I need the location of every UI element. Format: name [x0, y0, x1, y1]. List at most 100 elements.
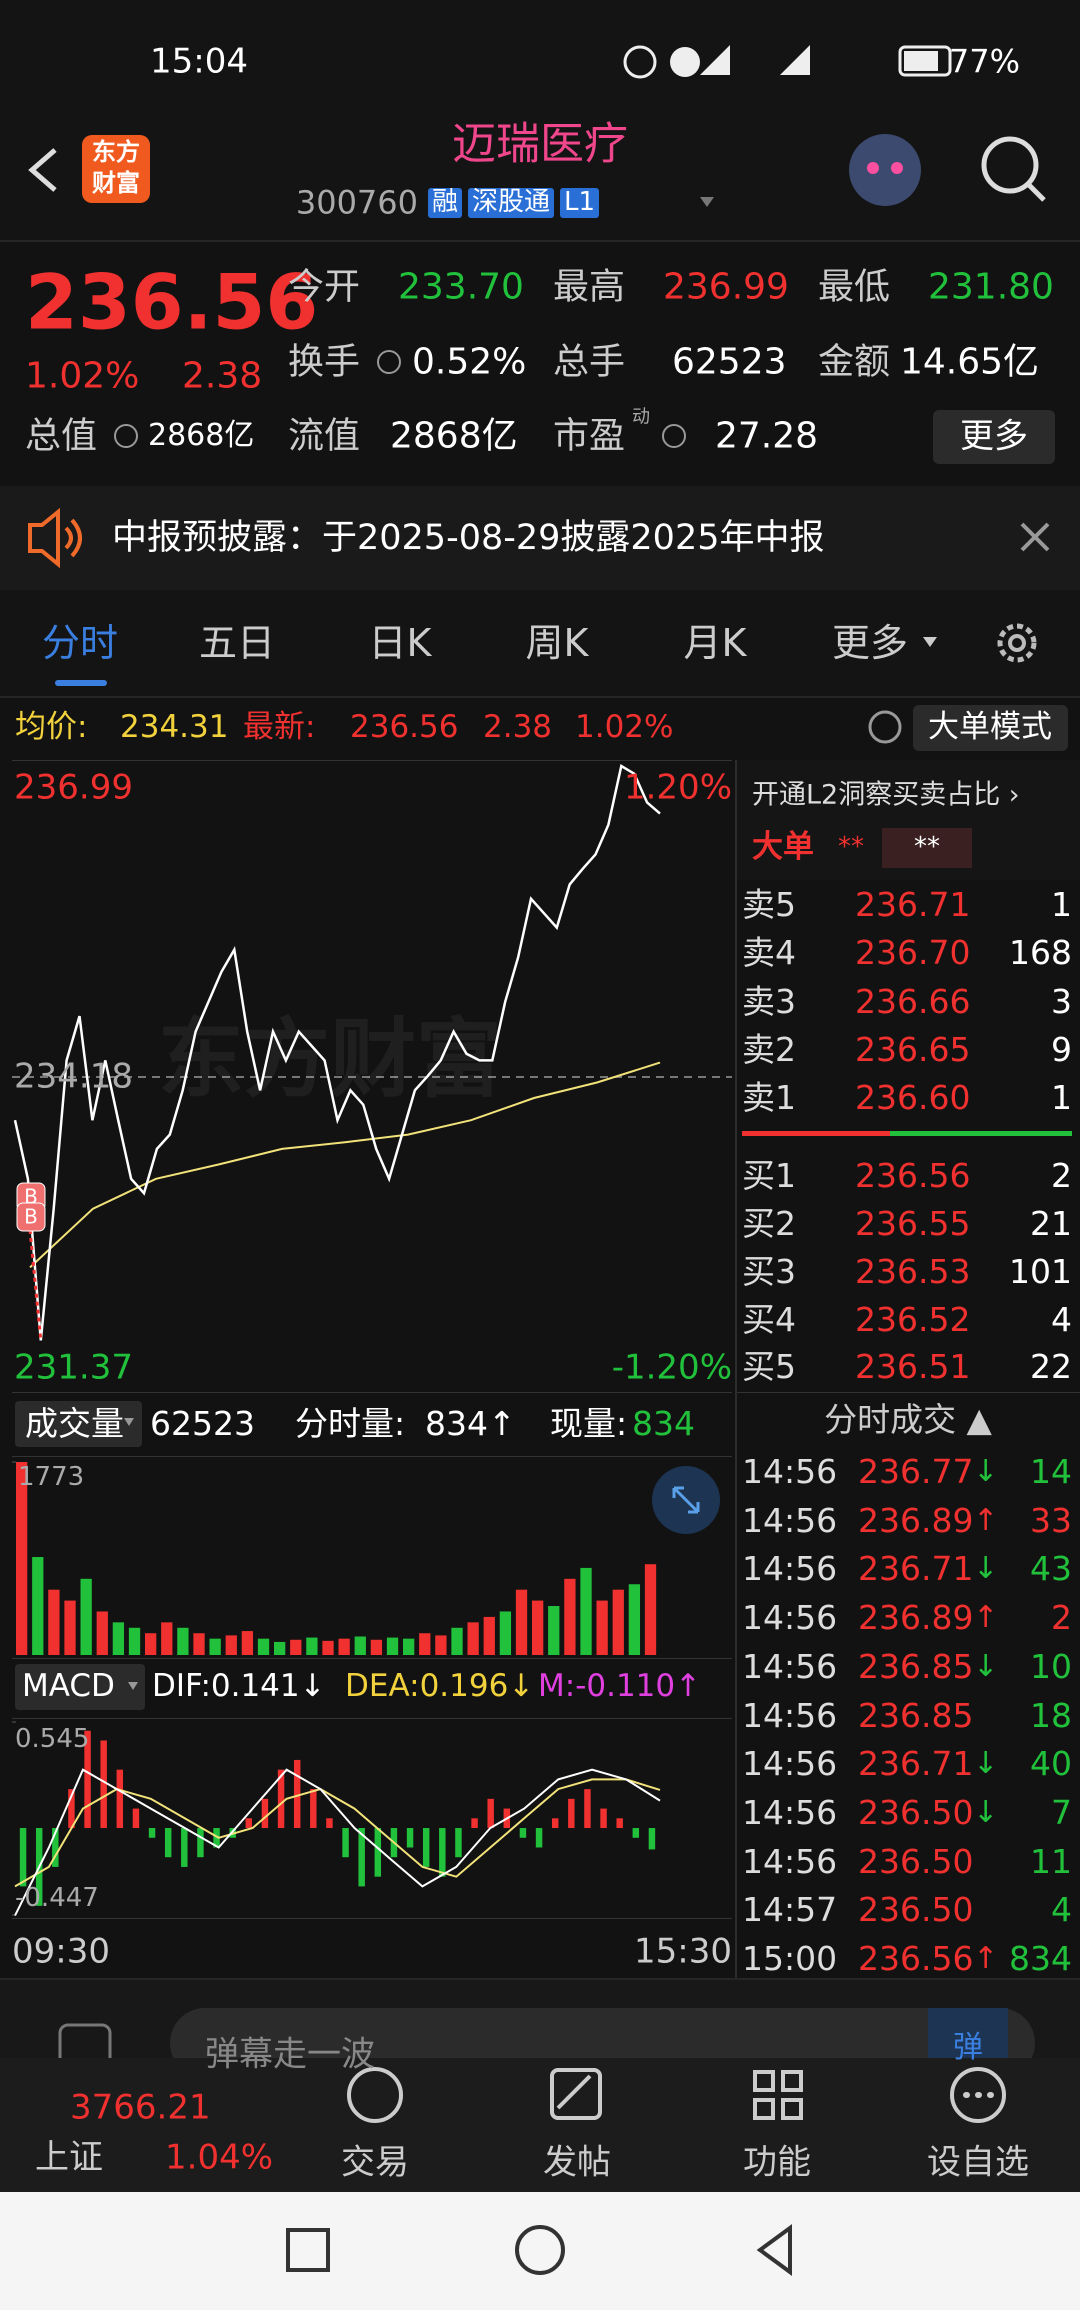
tab[interactable]: 月K [683, 621, 747, 666]
signal-icon [700, 45, 810, 75]
minute-volume: 834↑ [425, 1404, 516, 1444]
macd-bar [600, 1808, 607, 1829]
macd-bar [293, 1759, 301, 1829]
volume-selector[interactable]: 成交量 [25, 1404, 124, 1444]
macd-bar [213, 1828, 220, 1848]
mode-button-bg[interactable] [913, 705, 1068, 751]
book-label: 买5 [742, 1347, 796, 1387]
book-volume: 1 [1051, 1078, 1072, 1118]
macd-bar [487, 1798, 494, 1829]
y-tick-label: 0.545 [15, 1724, 90, 1755]
macd-bar [52, 1828, 59, 1867]
help-icon[interactable] [868, 710, 902, 744]
field-value: 233.70 [398, 266, 524, 308]
mode-button[interactable]: 大单模式 [928, 709, 1052, 746]
tab[interactable]: 五日 [198, 621, 276, 666]
volume-bar [483, 1616, 495, 1655]
more-button[interactable]: 更多 [960, 416, 1028, 457]
volume-bar [628, 1584, 641, 1655]
big-order-stars: ** [838, 832, 864, 863]
send-button-label[interactable]: 弹 [953, 2029, 983, 2065]
volume-bar [548, 1606, 560, 1655]
trade-price: 236.77 [858, 1452, 974, 1492]
post-icon[interactable] [550, 2068, 602, 2120]
volume-bar [612, 1589, 624, 1655]
tab[interactable]: 更多 [831, 621, 909, 666]
book-label: 买3 [742, 1252, 796, 1292]
settings-icon[interactable] [997, 623, 1037, 663]
function-icon [781, 2098, 803, 2120]
watchlist-icon[interactable] [950, 2067, 1006, 2123]
macd-bar [374, 1828, 382, 1877]
m-label: M:-0.110↑ [538, 1668, 702, 1705]
trade-volume: 2 [1051, 1598, 1072, 1638]
info-icon [114, 424, 138, 448]
book-price: 236.70 [855, 933, 971, 973]
system-nav-bg [0, 2192, 1080, 2310]
pct-label: 1.20% [623, 767, 732, 808]
volume-bar [64, 1600, 76, 1655]
volume-bar [322, 1640, 334, 1655]
notice-bg[interactable] [0, 486, 1080, 590]
change-amount: 2.38 [182, 355, 263, 397]
l2-banner[interactable]: 开通L2洞察买卖占比 › [752, 779, 1020, 811]
book-volume: 168 [1009, 933, 1072, 973]
index-value[interactable]: 3766.21 [70, 2087, 211, 2128]
input-placeholder[interactable]: 弹幕走一波 [205, 2034, 375, 2075]
trade-volume: 14 [1030, 1452, 1072, 1492]
macd-selector-bg[interactable] [15, 1664, 145, 1710]
avg-line [29, 1061, 661, 1269]
latest-value: 236.56 [350, 709, 459, 746]
tab[interactable]: 周K [525, 621, 589, 666]
nav-item[interactable]: 设自选 [927, 2142, 1029, 2183]
chart-frame [12, 1456, 732, 1457]
y-tick-label: 234.18 [14, 1056, 133, 1097]
macd-selector[interactable]: MACD [22, 1668, 115, 1705]
volume-bar [161, 1622, 173, 1655]
recents-button[interactable] [286, 2228, 330, 2272]
volume-bar [290, 1639, 302, 1655]
assistant-icon[interactable] [849, 134, 921, 206]
search-icon[interactable] [981, 136, 1039, 194]
macd-bar [535, 1828, 543, 1848]
back-button[interactable] [756, 2224, 792, 2276]
function-icon[interactable] [753, 2070, 775, 2092]
current-volume-label: 现量: [550, 1404, 628, 1444]
trade-icon[interactable] [347, 2067, 403, 2123]
trade-direction: ↓ [973, 1648, 999, 1684]
trade-time: 14:56 [742, 1452, 838, 1492]
trade-price: 236.89 [858, 1598, 974, 1638]
bottom-nav-bg [0, 2058, 1080, 2192]
index-pct[interactable]: 1.04% [165, 2137, 274, 2178]
dropdown-icon[interactable] [700, 197, 714, 207]
macd-bar [551, 1818, 559, 1829]
divider [0, 696, 1080, 698]
macd-bar [245, 1818, 253, 1829]
index-name[interactable]: 上证 [35, 2137, 103, 2178]
field-label: 金额 [818, 341, 891, 383]
book-label: 买1 [742, 1156, 796, 1196]
macd-bar [148, 1828, 156, 1838]
back-icon[interactable] [28, 148, 57, 192]
last-price: 236.56 [25, 257, 319, 347]
home-button[interactable] [515, 2225, 565, 2275]
macd-bar [632, 1828, 640, 1838]
volume-total: 62523 [150, 1404, 255, 1444]
notice-text[interactable]: 中报预披露：于2025-08-29披露2025年中报 [112, 517, 825, 558]
nav-item[interactable]: 交易 [341, 2142, 409, 2183]
volume-bar [145, 1633, 157, 1655]
trade-volume: 33 [1030, 1500, 1072, 1540]
tab[interactable]: 日K [368, 621, 432, 666]
book-label: 买2 [742, 1204, 796, 1244]
volume-selector-bg[interactable] [15, 1401, 142, 1447]
book-label: 卖4 [742, 933, 796, 973]
macd-bar [277, 1769, 285, 1829]
book-volume: 1 [1051, 885, 1072, 925]
more-button-bg[interactable] [933, 410, 1055, 464]
close-icon[interactable] [1020, 522, 1050, 552]
minute-volume-label: 分时量: [295, 1404, 406, 1444]
book-price: 236.51 [855, 1347, 971, 1387]
tab[interactable]: 分时 [41, 621, 119, 666]
nav-item[interactable]: 功能 [743, 2142, 811, 2183]
nav-item[interactable]: 发帖 [543, 2142, 611, 2183]
